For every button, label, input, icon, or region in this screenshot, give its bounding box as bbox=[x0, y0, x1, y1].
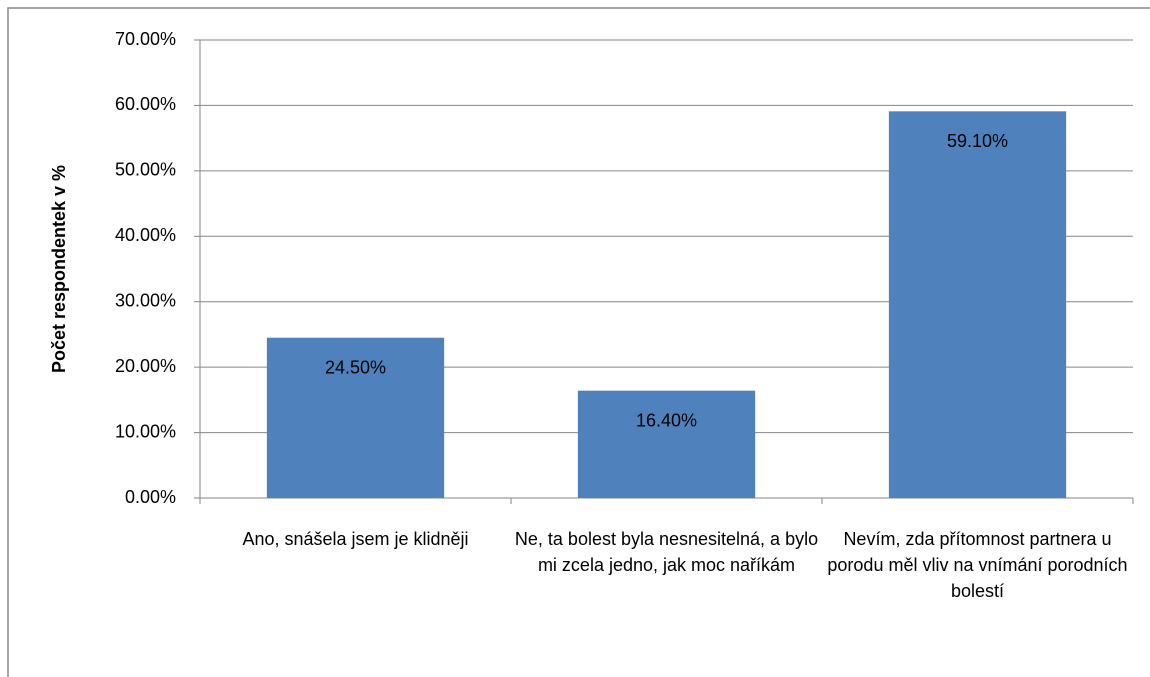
y-tick-label: 10.00% bbox=[115, 421, 176, 441]
x-tick-label: Nevím, zda přítomnost partnera u porodu … bbox=[827, 529, 1128, 601]
data-label: 16.40% bbox=[636, 410, 697, 430]
y-tick-label: 20.00% bbox=[115, 356, 176, 376]
bar bbox=[888, 111, 1067, 499]
y-tick-label: 50.00% bbox=[115, 160, 176, 180]
y-axis-title: Počet respondentek v % bbox=[49, 165, 69, 373]
x-tick-label: Ne, ta bolest byla nesnesitelná, a bylo … bbox=[514, 529, 819, 575]
x-tick-label: Ano, snášela jsem je klidněji bbox=[242, 529, 469, 549]
data-label: 24.50% bbox=[325, 357, 386, 377]
y-tick-label: 60.00% bbox=[115, 94, 176, 114]
y-tick-label: 30.00% bbox=[115, 290, 176, 310]
data-label: 59.10% bbox=[947, 131, 1008, 151]
y-tick-label: 0.00% bbox=[125, 487, 176, 507]
chart-frame bbox=[7, 7, 1150, 677]
y-tick-label: 40.00% bbox=[115, 225, 176, 245]
bar bbox=[266, 337, 445, 498]
bar bbox=[577, 390, 756, 498]
y-tick-label: 70.00% bbox=[115, 29, 176, 49]
